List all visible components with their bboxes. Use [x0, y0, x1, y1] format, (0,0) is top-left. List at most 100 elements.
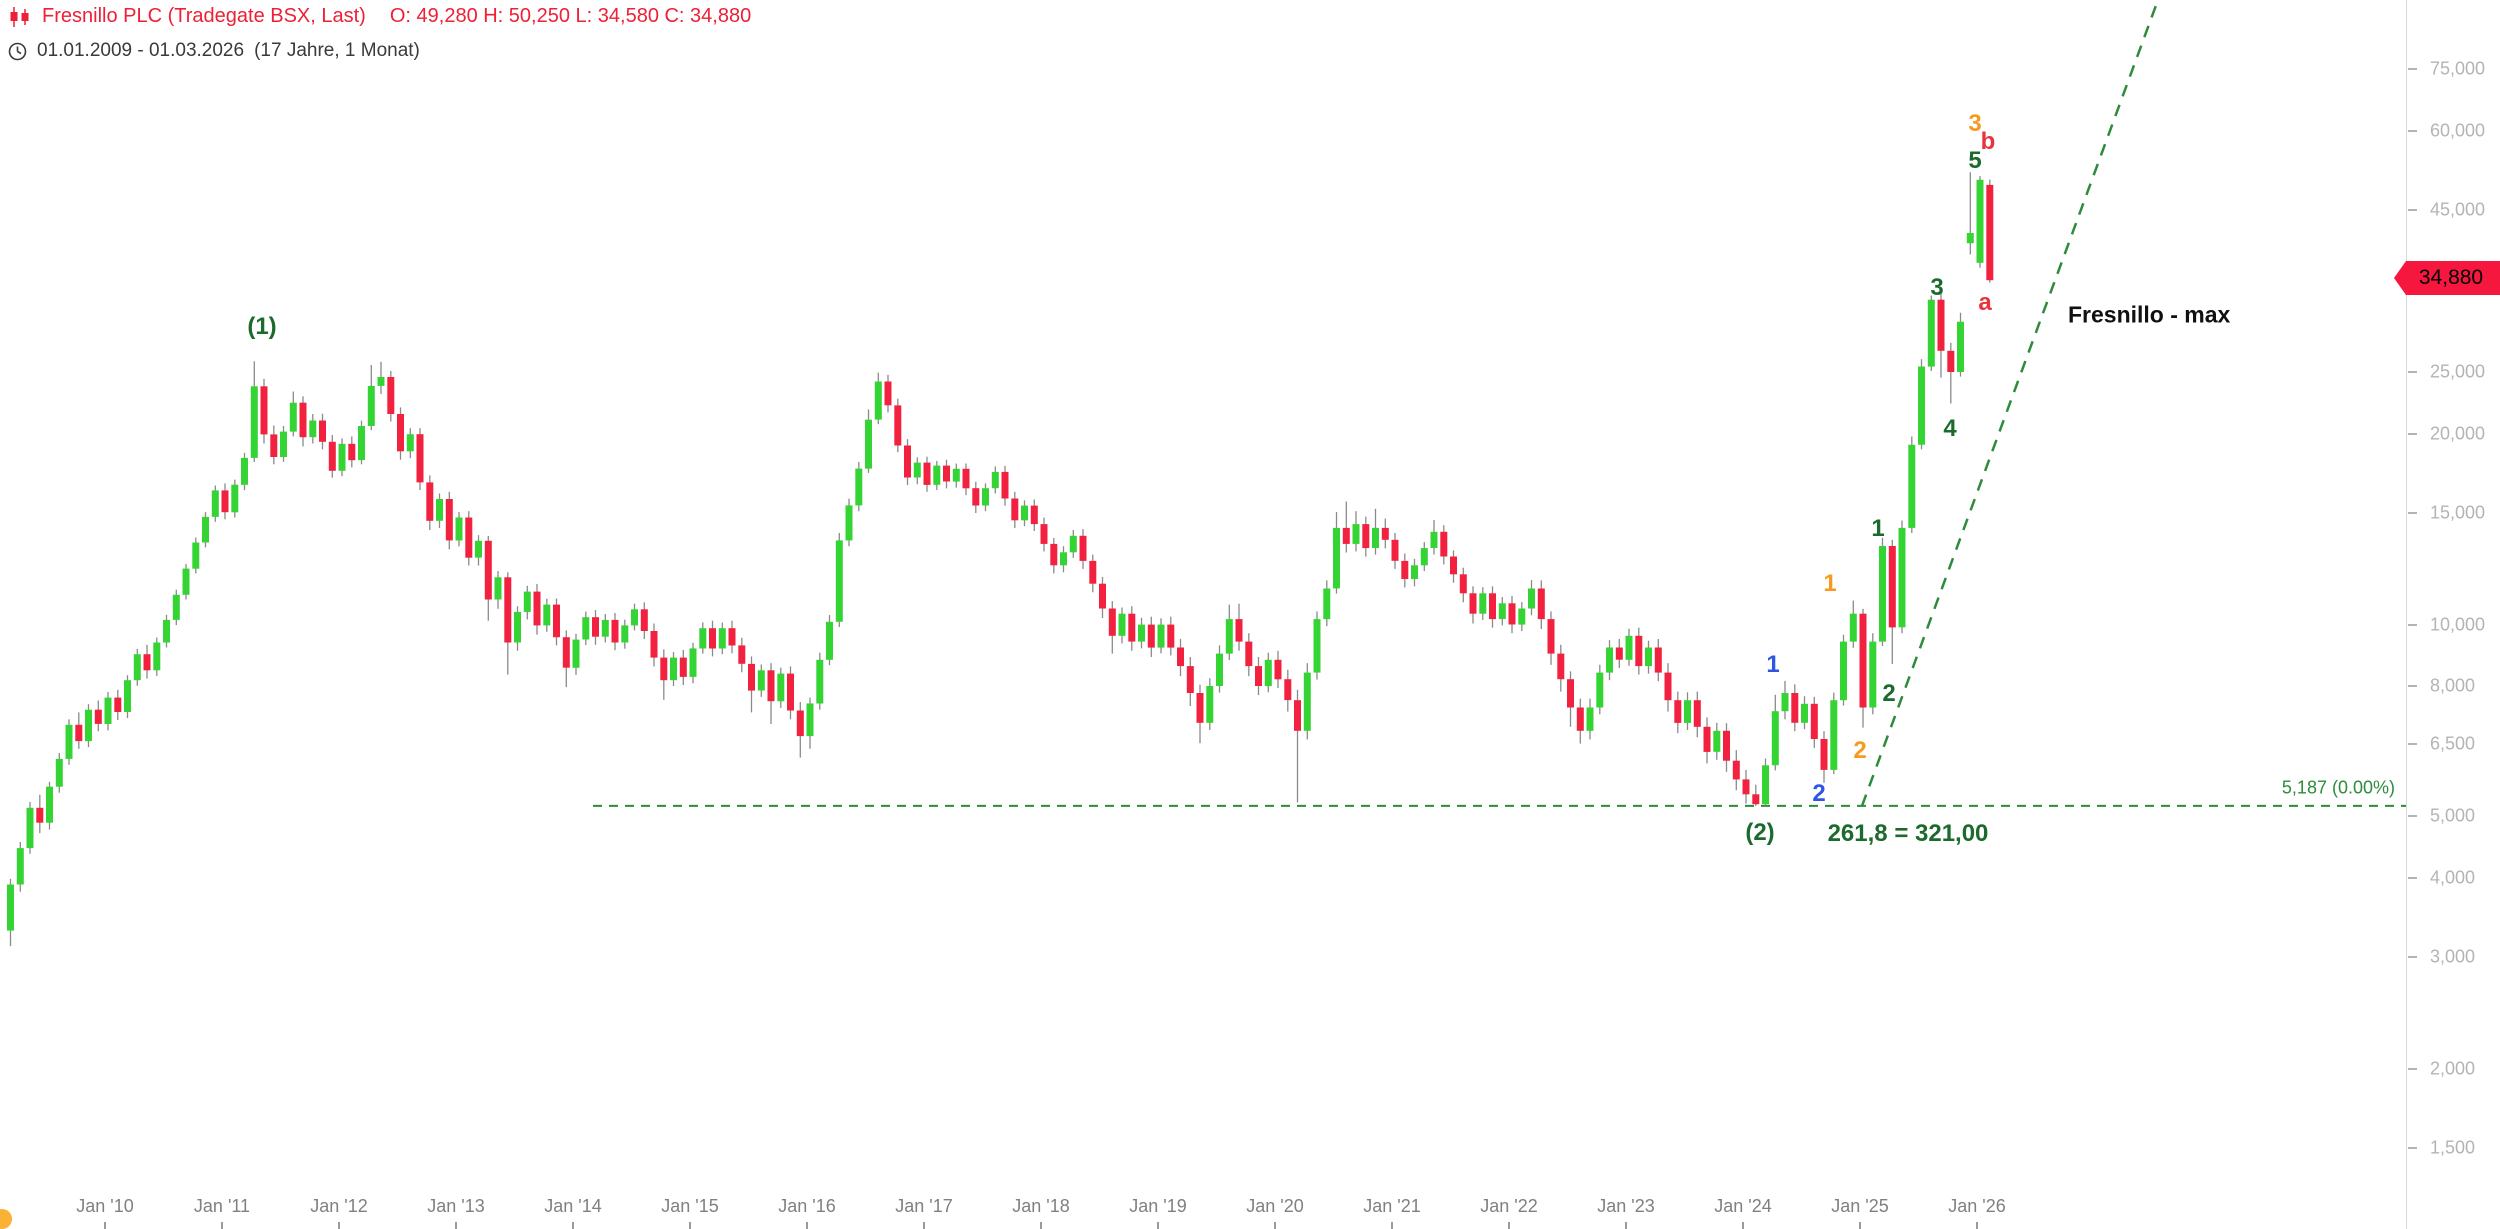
time-axis-label: Jan '22 [1480, 1196, 1538, 1216]
candle-body [1108, 608, 1116, 636]
candle-body [1011, 498, 1019, 521]
candle-body [767, 670, 775, 702]
candle-body [1313, 619, 1321, 673]
price-axis-tick [2408, 1147, 2417, 1150]
candle-body [1693, 700, 1701, 727]
candle-body [1859, 613, 1867, 708]
time-axis-label: Jan '15 [661, 1196, 719, 1216]
candle-body [1713, 730, 1721, 752]
candle-body [543, 604, 551, 626]
candle-body [1752, 794, 1760, 805]
candle-body [660, 657, 668, 681]
candle-body [280, 431, 287, 457]
candle-body [172, 594, 180, 620]
price-axis-tick [2408, 955, 2417, 958]
candle-body [1674, 700, 1682, 723]
candle-body [699, 628, 707, 649]
candle-body [689, 648, 697, 677]
candle-body [1303, 672, 1311, 731]
last-price-value: 34,880 [2418, 266, 2484, 289]
candle-body [845, 505, 853, 541]
candle-body [416, 434, 424, 483]
candle-body [1050, 543, 1058, 566]
time-axis-label: Jan '21 [1363, 1196, 1421, 1216]
candle-body [55, 758, 63, 787]
candle-body [1099, 583, 1106, 609]
price-axis-label: 20,000 [2430, 423, 2486, 444]
candle-body [163, 619, 170, 643]
candle-body [1255, 666, 1262, 686]
candle-body [1654, 647, 1662, 673]
time-axis-label: Jan '23 [1597, 1196, 1655, 1216]
fib-retracement-label: 5,187 (0.00%) [2281, 777, 2395, 798]
elliott-wave-label: 2 [1882, 680, 1896, 707]
candle-body [426, 482, 434, 521]
candle-body [670, 657, 677, 681]
candle-body [748, 663, 755, 691]
candle-body [494, 577, 502, 600]
candle-body [952, 468, 960, 482]
time-axis-tick [104, 1222, 106, 1229]
time-axis-tick [806, 1222, 808, 1229]
candle-body [1021, 505, 1028, 521]
candle-body [94, 709, 102, 724]
candle-body [592, 617, 599, 637]
candle-body [1225, 619, 1233, 654]
time-axis-tick [1859, 1222, 1861, 1229]
price-axis-label: 5,000 [2430, 805, 2476, 826]
candle-body [904, 445, 911, 478]
time-axis-tick [338, 1222, 340, 1229]
candle-body [1586, 707, 1594, 731]
elliott-wave-label: 1 [1871, 515, 1885, 542]
candle-body [1479, 593, 1487, 614]
elliott-wave-label: b [1980, 128, 1996, 155]
elliott-wave-label: 1 [1766, 651, 1780, 678]
candle-body [631, 609, 638, 626]
candle-body [1498, 603, 1506, 619]
candle-body [1235, 619, 1243, 642]
candle-body [387, 377, 395, 414]
candle-body [455, 517, 463, 541]
time-axis-tick [455, 1222, 457, 1229]
candle-body [1060, 552, 1067, 566]
candle-body [1264, 659, 1272, 687]
candle-body [36, 807, 44, 823]
trend-line[interactable] [1860, 0, 2160, 807]
candle-body [933, 465, 941, 485]
candle-body [182, 568, 190, 595]
candle-body [1030, 505, 1038, 525]
candle-body [1040, 524, 1048, 544]
date-range-header: 01.01.2009 - 01.03.2026 (17 Jahre, 1 Mon… [8, 40, 420, 62]
candle-body [1528, 588, 1535, 609]
elliott-wave-label: 5 [1968, 147, 1982, 174]
candle-body [553, 604, 560, 638]
candle-body [562, 637, 570, 668]
date-range: 01.01.2009 - 01.03.2026 [37, 40, 245, 61]
candle-body [192, 542, 200, 569]
time-axis-label: Jan '14 [544, 1196, 602, 1216]
candle-body [1196, 693, 1204, 723]
elliott-wave-label: 4 [1943, 415, 1957, 442]
time-axis-label: Jan '26 [1948, 1196, 2006, 1216]
candle-body [1703, 726, 1711, 752]
candle-body [484, 540, 492, 600]
candle-body [1342, 527, 1350, 544]
candle-body [826, 621, 833, 660]
instrument-title: Fresnillo PLC (Tradegate BSX, Last) [42, 5, 366, 27]
candle-body [640, 609, 648, 631]
candle-body [406, 434, 414, 452]
candle-body [1801, 703, 1808, 723]
candle-body [1576, 707, 1584, 731]
candle-body [504, 577, 512, 643]
candle-body [1440, 531, 1448, 557]
candle-body [806, 703, 814, 737]
time-axis-tick [221, 1222, 223, 1229]
candlestick-icon [8, 6, 32, 27]
ohlc-values: O: 49,280 H: 50,250 L: 34,580 C: 34,880 [389, 5, 752, 27]
candle-body [855, 468, 863, 506]
candle-body [738, 645, 746, 664]
candle-body [1206, 686, 1214, 723]
time-axis-tick [923, 1222, 925, 1229]
